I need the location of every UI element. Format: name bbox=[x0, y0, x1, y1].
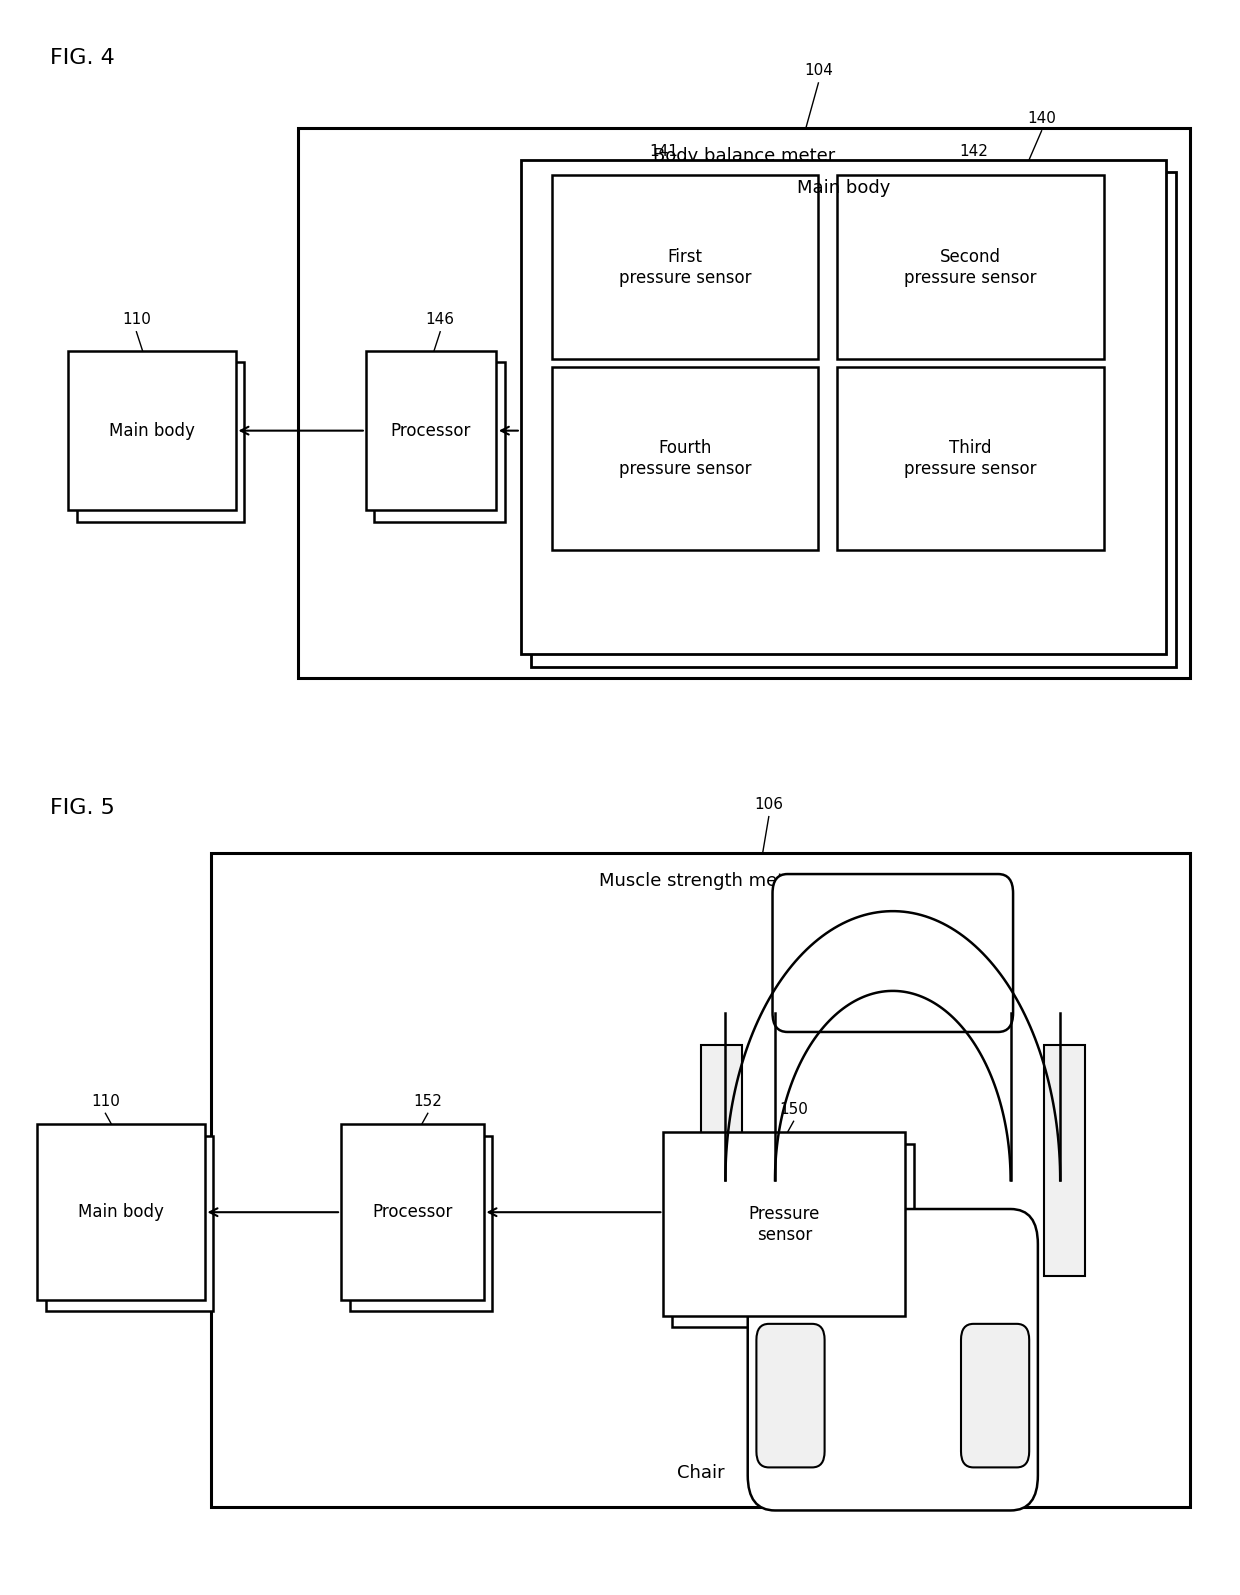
Bar bbox=[837, 175, 1104, 359]
Text: Processor: Processor bbox=[372, 1203, 453, 1222]
Bar bbox=[701, 1045, 742, 1276]
Bar bbox=[341, 1124, 484, 1300]
Text: 110: 110 bbox=[91, 1094, 120, 1109]
FancyBboxPatch shape bbox=[748, 1209, 1038, 1510]
Text: 106: 106 bbox=[754, 798, 784, 812]
Text: FIG. 5: FIG. 5 bbox=[50, 798, 114, 818]
Text: Processor: Processor bbox=[391, 421, 471, 440]
Bar bbox=[663, 1132, 905, 1316]
Bar bbox=[560, 187, 827, 370]
Text: 152: 152 bbox=[413, 1094, 443, 1109]
FancyBboxPatch shape bbox=[773, 874, 1013, 1032]
Text: Second
pressure sensor: Second pressure sensor bbox=[904, 247, 1037, 287]
Text: 140: 140 bbox=[1027, 112, 1056, 126]
Text: 104: 104 bbox=[804, 64, 833, 78]
Bar bbox=[552, 175, 818, 359]
Bar bbox=[560, 378, 827, 561]
FancyBboxPatch shape bbox=[961, 1324, 1029, 1467]
Text: Main body: Main body bbox=[109, 421, 195, 440]
Bar bbox=[298, 128, 1190, 678]
Bar bbox=[374, 362, 505, 522]
Bar bbox=[350, 1136, 492, 1311]
Bar bbox=[46, 1136, 213, 1311]
Text: Muscle strength meter: Muscle strength meter bbox=[599, 872, 802, 890]
Bar bbox=[531, 172, 1176, 667]
Text: Main body: Main body bbox=[796, 179, 890, 196]
Text: First
pressure sensor: First pressure sensor bbox=[619, 247, 751, 287]
Bar bbox=[37, 1124, 205, 1300]
Text: Body balance meter: Body balance meter bbox=[653, 147, 835, 164]
Bar bbox=[68, 351, 236, 510]
Text: 143: 143 bbox=[959, 337, 988, 351]
Text: 141: 141 bbox=[649, 145, 678, 160]
Text: 110: 110 bbox=[122, 313, 151, 327]
Bar bbox=[552, 367, 818, 550]
Bar bbox=[77, 362, 244, 522]
Bar bbox=[521, 160, 1166, 654]
Text: Pressure
sensor: Pressure sensor bbox=[749, 1204, 820, 1244]
Text: Fourth
pressure sensor: Fourth pressure sensor bbox=[619, 439, 751, 478]
Text: Main body: Main body bbox=[78, 1203, 164, 1222]
Bar bbox=[837, 367, 1104, 550]
Text: Chair: Chair bbox=[677, 1464, 724, 1482]
Bar bbox=[846, 378, 1112, 561]
Bar bbox=[846, 187, 1112, 370]
Bar bbox=[1044, 1045, 1085, 1276]
Bar bbox=[211, 853, 1190, 1507]
Text: 142: 142 bbox=[959, 145, 988, 160]
FancyBboxPatch shape bbox=[756, 1324, 825, 1467]
Bar bbox=[366, 351, 496, 510]
Text: Third
pressure sensor: Third pressure sensor bbox=[904, 439, 1037, 478]
Text: FIG. 4: FIG. 4 bbox=[50, 48, 114, 69]
Text: 150: 150 bbox=[779, 1102, 808, 1116]
Bar bbox=[672, 1144, 914, 1327]
Text: 146: 146 bbox=[425, 313, 455, 327]
Text: 144: 144 bbox=[649, 337, 678, 351]
